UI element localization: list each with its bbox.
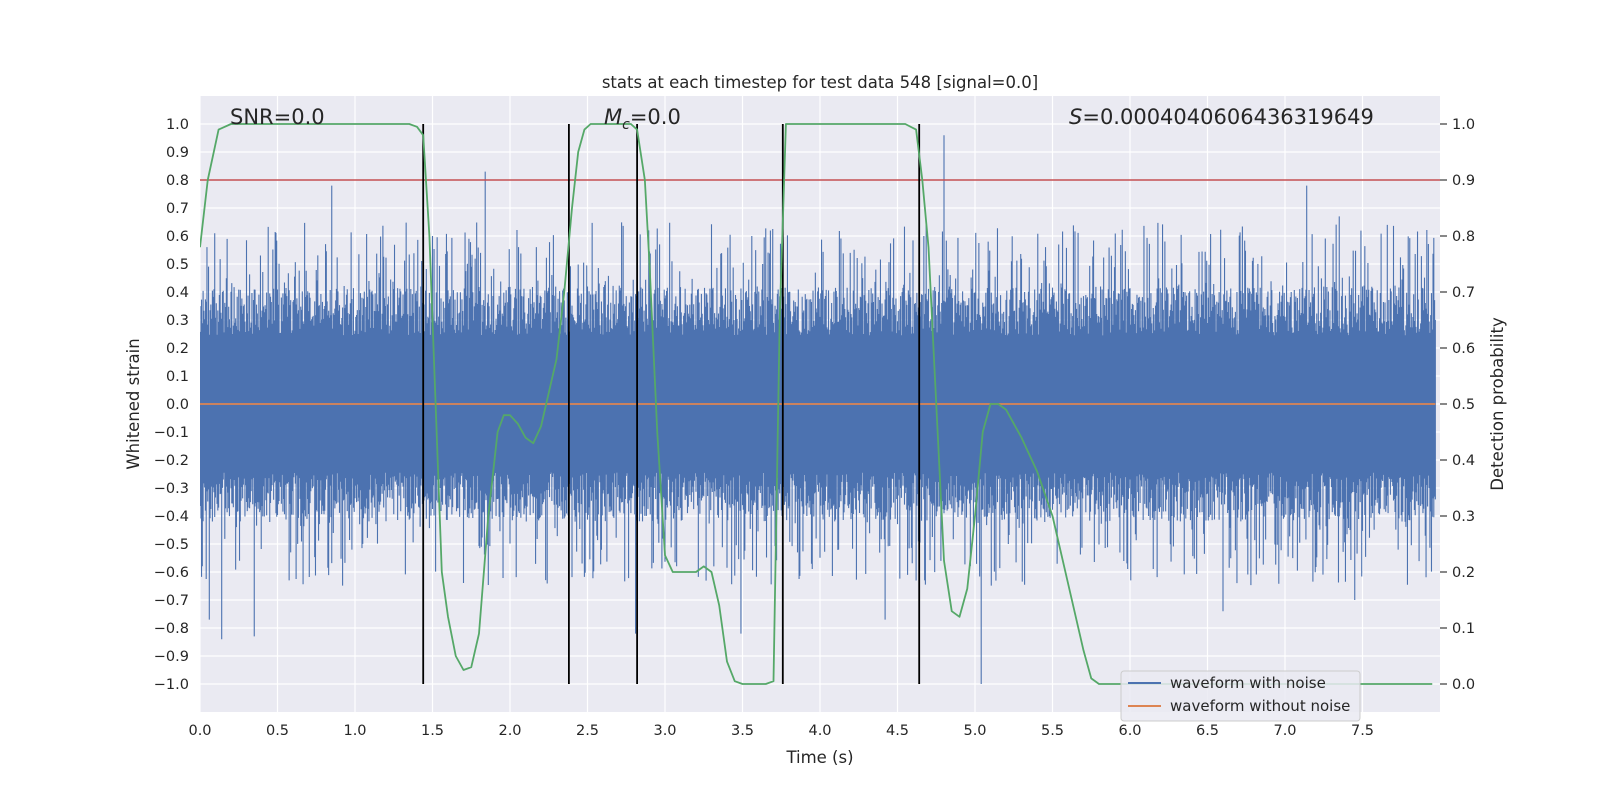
x-tick-label: 7.0 [1273,723,1296,739]
y2-tick-label: 0.2 [1452,565,1475,581]
probability-line [200,123,1433,685]
y-tick-label: 0.0 [166,397,189,413]
y2-axis-title: Detection probability [1488,317,1507,491]
x-tick-label: 6.0 [1118,723,1141,739]
x-tick-label: 4.0 [808,723,831,739]
s-value: =0.0004040606436319649 [1082,105,1374,129]
x-tick-label: 7.5 [1351,723,1374,739]
x-axis-ticks: 0.0 0.5 1.0 1.5 2.0 2.5 3.0 3.5 4.0 4.5 5.0 5.5 6.0 6… [188,723,1374,739]
y-tick-label: −0.2 [154,453,189,469]
y2-tick-label: 0.5 [1452,397,1475,413]
y-tick-label: 0.7 [166,201,189,217]
x-tick-label: 1.5 [421,723,444,739]
x-tick-label: 5.5 [1041,723,1064,739]
chart-title: stats at each timestep for test data 548… [602,73,1038,92]
y-tick-label: 0.3 [166,313,189,329]
y2-tick-label: 0.4 [1452,453,1475,469]
s-annotation: S=0.0004040606436319649 [1069,105,1374,129]
x-tick-label: 2.0 [498,723,521,739]
y-axis-title: Whitened strain [124,338,143,469]
y-tick-label: 0.5 [166,257,189,273]
mc-subscript: c [622,117,630,133]
x-tick-label: 5.0 [963,723,986,739]
x-tick-label: 1.0 [343,723,366,739]
legend-box [1120,670,1361,722]
x-tick-label: 0.5 [266,723,289,739]
y2-tick-label: 0.7 [1452,285,1475,301]
x-tick-label: 4.5 [886,723,909,739]
y2-tick-label: 0.1 [1452,621,1475,637]
y-tick-label: −1.0 [154,677,189,693]
y2-tick-label: 0.0 [1452,677,1475,693]
y-tick-label: −0.8 [154,621,189,637]
s-symbol: S [1069,105,1082,129]
y2-tick-label: 0.6 [1452,341,1475,357]
probability-series [200,123,1433,685]
legend: waveform with noise waveform without noi… [1120,670,1361,722]
x-tick-label: 3.5 [731,723,754,739]
y2-tick-label: 0.9 [1452,173,1475,189]
y2-tick-label: 0.3 [1452,509,1475,525]
y-tick-label: 0.6 [166,229,189,245]
snr-annotation: SNR=0.0 [230,105,325,129]
y-tick-label: 0.8 [166,173,189,189]
y-tick-label: −0.3 [154,481,189,497]
y2-tick-label: 0.8 [1452,229,1475,245]
y-tick-label: −0.9 [154,649,189,665]
x-axis-title: Time (s) [785,748,853,767]
y-tick-label: 0.4 [166,285,189,301]
plot-area [200,123,1440,685]
y-tick-label: −0.1 [154,425,189,441]
x-tick-label: 6.5 [1196,723,1219,739]
y-tick-label: −0.6 [154,565,189,581]
legend-label-clean: waveform without noise [1170,697,1350,715]
x-tick-label: 2.5 [576,723,599,739]
y-axis-ticks: 1.0 0.9 0.8 0.7 0.6 0.5 0.4 0.3 0.2 0.1 0.0 −0.1 −0.… [154,117,189,693]
mc-value: =0.0 [630,105,681,129]
chirp-mass-annotation: Mc=0.0 [604,105,681,133]
legend-label-noise: waveform with noise [1170,674,1326,692]
x-tick-label: 3.0 [653,723,676,739]
y-tick-label: 0.2 [166,341,189,357]
y-tick-label: 1.0 [166,117,189,133]
y-tick-label: 0.9 [166,145,189,161]
y-tick-label: −0.4 [154,509,189,525]
y-tick-label: −0.7 [154,593,189,609]
y-tick-label: −0.5 [154,537,189,553]
x-tick-label: 0.0 [188,723,211,739]
y-tick-label: 0.1 [166,369,189,385]
y2-tick-label: 1.0 [1452,117,1475,133]
y2-axis-ticks: 1.0 0.9 0.8 0.7 0.6 0.5 0.4 0.3 0.2 0.1 0.0 [1440,117,1475,693]
mc-symbol: M [604,105,622,129]
